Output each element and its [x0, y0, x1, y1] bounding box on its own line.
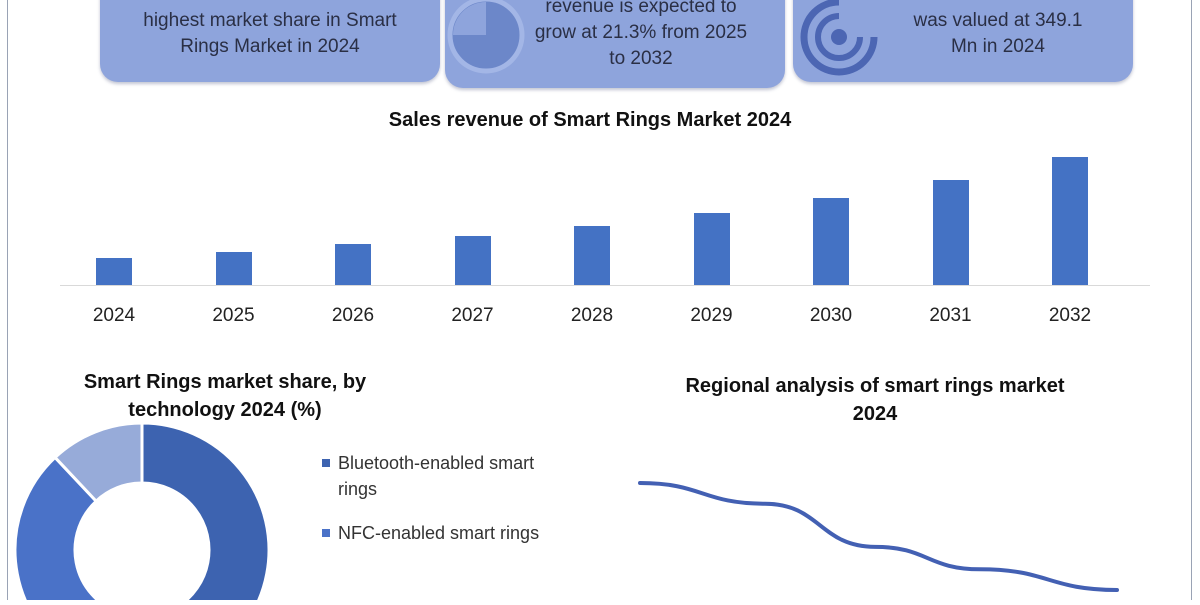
bar-2024 — [96, 258, 132, 285]
line-chart-title: Regional analysis of smart rings market … — [640, 372, 1110, 428]
donut-chart — [0, 420, 300, 600]
x-tick-label: 2030 — [809, 305, 853, 326]
bar-2029 — [693, 213, 730, 285]
legend-item-nfc: NFC-enabled smart rings — [322, 520, 592, 546]
x-tick-label: 2024 — [92, 305, 136, 326]
legend-swatch-icon — [322, 529, 330, 537]
pie-chart-icon — [447, 0, 525, 74]
bar-chart-title: Sales revenue of Smart Rings Market 2024 — [388, 109, 792, 131]
donut-segment-0 — [140, 421, 271, 600]
frame-border-right — [1191, 0, 1192, 600]
stat-line: highest market share in Smart — [143, 10, 397, 31]
stat-line: revenue is expected to — [545, 0, 737, 17]
stat-card-text: highest market share in Smart Rings Mark… — [110, 8, 430, 60]
x-tick-label: 2028 — [570, 305, 614, 326]
line-title-line: Regional analysis of smart rings market — [685, 375, 1065, 397]
bar-2026 — [335, 244, 371, 285]
bar-chart: 2024 2025 2026 2027 2028 2029 2030 2031 2032 — [40, 140, 1170, 340]
stat-card-text: revenue is expected to grow at 21.3% fro… — [505, 0, 777, 72]
bar-2031 — [932, 180, 969, 285]
x-tick-label: 2029 — [690, 305, 733, 326]
stat-card-region-share: highest market share in Smart Rings Mark… — [100, 0, 440, 82]
donut-title-line: Smart Rings market share, by — [83, 371, 367, 393]
line-series — [638, 481, 1119, 592]
x-tick-label: 2026 — [331, 305, 375, 326]
stat-card-growth-rate: revenue is expected to grow at 21.3% fro… — [445, 0, 785, 88]
bar-2028 — [574, 226, 610, 285]
x-axis-line — [60, 285, 1150, 286]
x-tick-label: 2027 — [451, 305, 494, 326]
x-tick-label: 2025 — [212, 305, 255, 326]
stat-line: was valued at 349.1 — [913, 10, 1083, 31]
stat-line: Mn in 2024 — [950, 36, 1045, 57]
stat-line: grow at 21.3% from 2025 — [534, 22, 748, 43]
x-tick-label: 2031 — [929, 305, 972, 326]
stat-card-text: was valued at 349.1 Mn in 2024 — [873, 0, 1123, 60]
legend-label: Bluetooth-enabled smart — [338, 453, 535, 473]
bar-2025 — [215, 252, 252, 285]
legend-label: rings — [338, 479, 378, 499]
legend-item-bluetooth: Bluetooth-enabled smart rings — [322, 450, 592, 502]
legend-swatch-icon — [322, 459, 330, 467]
bar-2030 — [813, 198, 849, 285]
donut-segment-2 — [52, 421, 144, 504]
stat-line: to 2032 — [609, 48, 673, 69]
legend-label: NFC-enabled smart rings — [338, 523, 540, 543]
frame-border-left — [7, 0, 8, 600]
x-tick-label: 2032 — [1048, 305, 1092, 326]
line-chart — [600, 440, 1160, 600]
donut-segment-1 — [13, 455, 100, 600]
donut-svg — [13, 421, 271, 600]
donut-title-line: technology 2024 (%) — [128, 399, 322, 421]
donut-chart-title: Smart Rings market share, by technology … — [60, 368, 390, 424]
bar-2027 — [454, 236, 491, 285]
line-svg — [638, 481, 1119, 592]
target-icon — [800, 0, 878, 76]
bar-2032 — [1052, 157, 1088, 285]
stat-card-market-value: was valued at 349.1 Mn in 2024 — [793, 0, 1133, 82]
stat-line: Rings Market in 2024 — [180, 36, 360, 57]
line-title-line: 2024 — [852, 403, 898, 425]
donut-legend: Bluetooth-enabled smart rings NFC-enable… — [322, 450, 592, 564]
